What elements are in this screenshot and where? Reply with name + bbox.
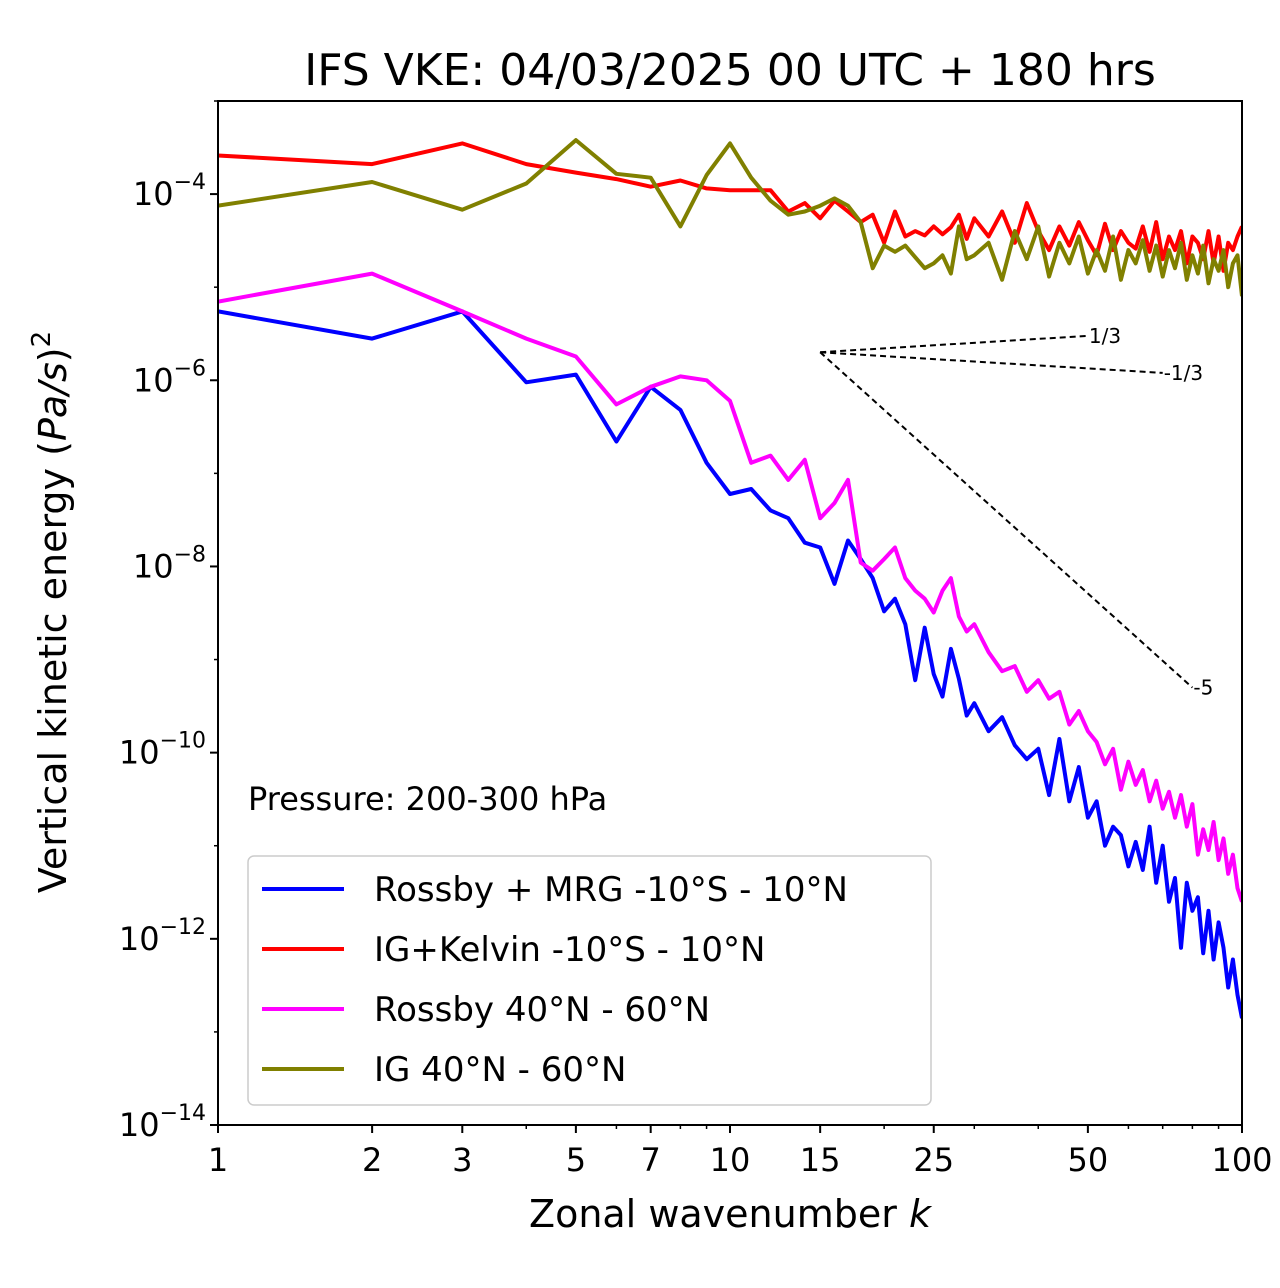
series-line-3 — [218, 271, 1242, 903]
plot-area: 1/3 -1/3 -5 — [218, 138, 1242, 1019]
y-axis-title-suffix: ) — [31, 347, 75, 362]
y-tick-label: 10−12 — [119, 915, 206, 958]
x-axis-title-variable: k — [909, 1192, 933, 1236]
slope-label-3: -5 — [1193, 676, 1213, 700]
axes: 1 2 3 5 7 10 15 25 50 100 10−14 10−12 10−10 10−8 10−6 1… — [119, 100, 1273, 1179]
pressure-annotation: Pressure: 200-300 hPa — [248, 780, 607, 818]
legend-label-1: Rossby + MRG -10°S - 10°N — [374, 870, 848, 910]
series-line-1 — [218, 309, 1242, 1019]
x-tick-label: 1 — [208, 1141, 228, 1179]
x-tick-label: 3 — [452, 1141, 472, 1179]
y-tick-label: 10−10 — [119, 729, 206, 772]
x-tick-label: 25 — [913, 1141, 954, 1179]
legend-frame — [247, 855, 932, 1106]
slope-label-2: -1/3 — [1164, 361, 1203, 385]
y-tick-label: 10−8 — [133, 542, 206, 585]
y-axis-title-exponent: 2 — [27, 331, 57, 348]
series-line-2 — [218, 141, 1242, 273]
x-tick-label: 7 — [641, 1141, 661, 1179]
x-axis-title-text: Zonal wavenumber — [529, 1192, 897, 1236]
legend-label-2: IG+Kelvin -10°S - 10°N — [374, 930, 765, 970]
x-tick-label: 2 — [362, 1141, 382, 1179]
slope-line-3 — [819, 351, 1194, 689]
series-line-4 — [218, 138, 1242, 297]
x-tick-label: 15 — [800, 1141, 841, 1179]
y-axis-title-prefix: Vertical kinetic energy ( — [31, 441, 75, 893]
y-axis-title-unit: Pa/s — [31, 362, 75, 441]
x-tick-label: 5 — [566, 1141, 586, 1179]
slope-line-1 — [820, 334, 1088, 354]
legend-label-3: Rossby 40°N - 60°N — [374, 990, 710, 1030]
legend-label-4: IG 40°N - 60°N — [374, 1050, 626, 1090]
x-axis-title: Zonal wavenumber k — [529, 1192, 933, 1236]
y-axis-title: Vertical kinetic energy (Pa/s)2 — [27, 331, 75, 893]
legend: Rossby + MRG -10°S - 10°N IG+Kelvin -10°S… — [247, 855, 932, 1106]
y-tick-label: 10−6 — [133, 356, 206, 399]
y-tick-label: 10−14 — [119, 1101, 206, 1144]
x-tick-label: 10 — [710, 1141, 751, 1179]
chart-title: IFS VKE: 04/03/2025 00 UTC + 180 hrs — [304, 45, 1156, 96]
x-tick-label: 50 — [1068, 1141, 1109, 1179]
y-tick-label: 10−4 — [133, 170, 206, 213]
slope-label-1: 1/3 — [1089, 324, 1121, 348]
x-tick-label: 100 — [1211, 1141, 1272, 1179]
slope-line-2 — [820, 351, 1163, 374]
